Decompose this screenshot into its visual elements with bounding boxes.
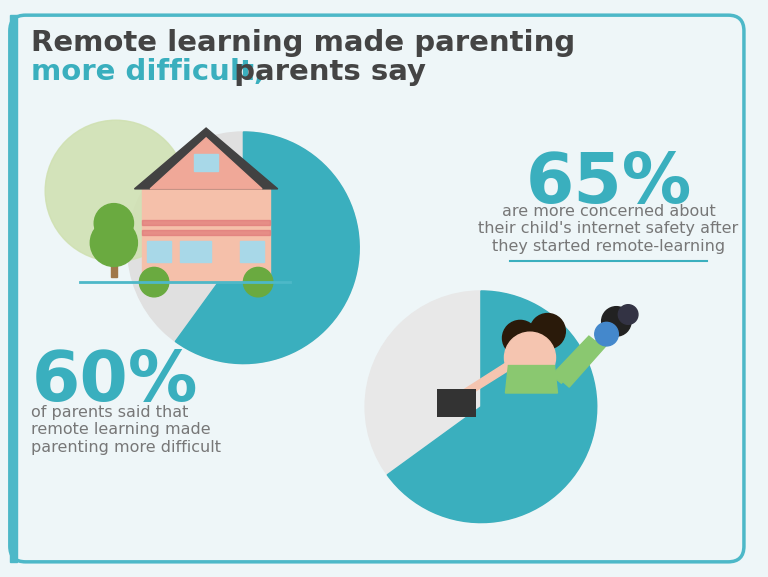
Polygon shape — [151, 138, 262, 189]
Polygon shape — [551, 336, 599, 383]
Circle shape — [243, 267, 273, 297]
Text: 60%: 60% — [31, 348, 198, 415]
Text: Remote learning made parenting: Remote learning made parenting — [31, 29, 576, 57]
Text: their child's internet safety after: their child's internet safety after — [478, 221, 739, 236]
Text: of parents said that: of parents said that — [31, 405, 189, 420]
Bar — [142, 220, 270, 225]
Polygon shape — [508, 358, 554, 390]
Bar — [240, 241, 264, 263]
Circle shape — [139, 267, 169, 297]
Circle shape — [618, 305, 638, 324]
Bar — [180, 241, 211, 263]
Circle shape — [94, 204, 134, 243]
Polygon shape — [505, 366, 558, 393]
Circle shape — [505, 332, 555, 383]
Circle shape — [45, 120, 187, 261]
Polygon shape — [561, 326, 617, 387]
Wedge shape — [175, 132, 359, 364]
Text: 65%: 65% — [525, 149, 692, 216]
Wedge shape — [387, 291, 597, 523]
Text: more difficult,: more difficult, — [31, 58, 266, 86]
Text: remote learning made: remote learning made — [31, 422, 211, 437]
Circle shape — [365, 291, 597, 523]
Circle shape — [594, 323, 618, 346]
Circle shape — [127, 132, 359, 364]
Polygon shape — [463, 362, 508, 397]
Circle shape — [601, 306, 631, 336]
Bar — [142, 230, 270, 235]
Bar — [147, 241, 170, 263]
Polygon shape — [134, 128, 278, 189]
Text: they started remote-learning: they started remote-learning — [492, 239, 725, 254]
Circle shape — [530, 313, 565, 349]
Text: parenting more difficult: parenting more difficult — [31, 440, 221, 455]
Text: parents say: parents say — [223, 58, 425, 86]
Bar — [111, 211, 117, 277]
Bar — [142, 189, 270, 282]
FancyBboxPatch shape — [10, 15, 744, 562]
Circle shape — [502, 320, 538, 356]
Text: are more concerned about: are more concerned about — [502, 204, 715, 219]
Circle shape — [91, 219, 137, 267]
Bar — [194, 153, 218, 171]
Bar — [10, 15, 17, 562]
Bar — [437, 389, 476, 417]
